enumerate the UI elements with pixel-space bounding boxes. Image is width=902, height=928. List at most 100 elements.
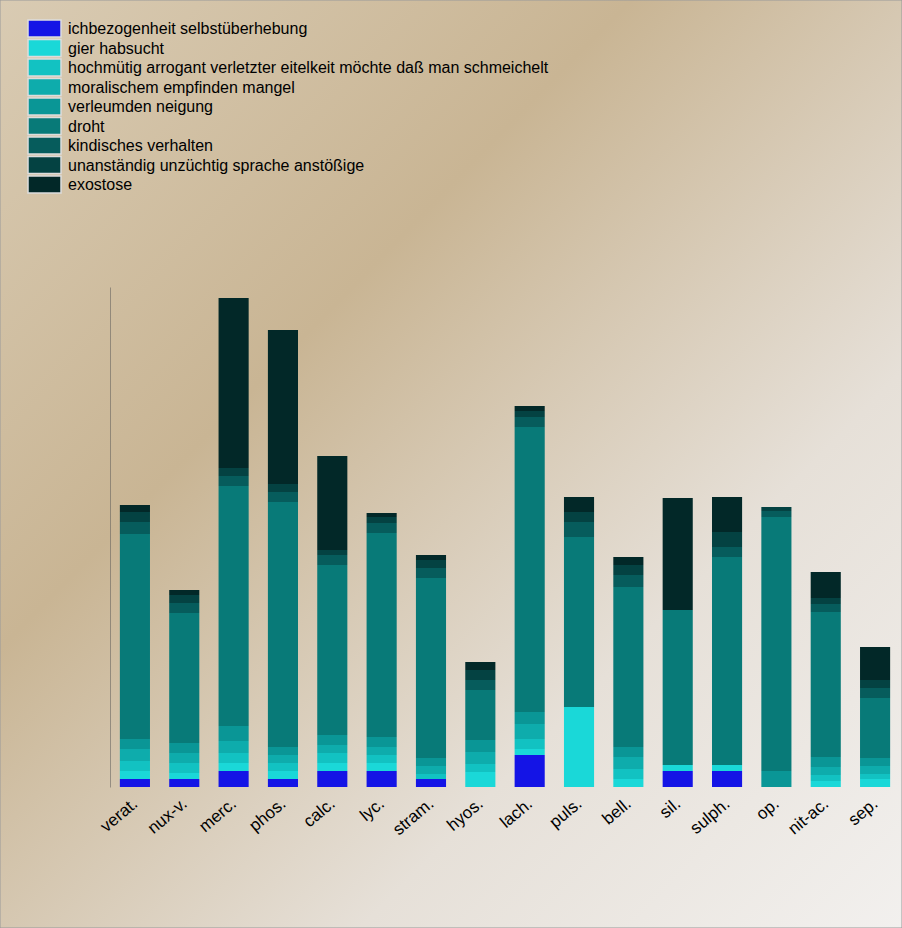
legend-swatch [28, 40, 61, 57]
bar-segment [416, 779, 446, 787]
legend-label: moralischem empfinden mangel [68, 79, 295, 96]
legend-item: exostose [28, 176, 132, 193]
bar-segment [860, 758, 890, 766]
legend-label: verleumden neigung [68, 98, 213, 115]
bar-segment [761, 511, 791, 517]
bar-segment [465, 690, 495, 740]
y-axis [110, 288, 111, 788]
bar-segment [268, 747, 298, 755]
bar-segment [515, 755, 545, 787]
x-tick: op. [752, 787, 782, 824]
x-tick: lach. [496, 787, 536, 832]
bar-segment [169, 779, 199, 787]
legend-swatch [28, 98, 61, 115]
legend-label: hochmütig arrogant verletzter eitelkeit … [68, 59, 549, 76]
frame [0, 0, 902, 928]
plot-area [120, 298, 890, 787]
bar-segment [416, 560, 446, 568]
legend-label: gier habsucht [68, 40, 165, 57]
legend-label: kindisches verhalten [68, 137, 213, 154]
bar-segment [712, 765, 742, 771]
legend-item: unanständig unzüchtig sprache anstößige [28, 157, 364, 174]
legend-swatch [28, 137, 61, 154]
bar-segment [515, 427, 545, 712]
bar-segment [219, 476, 249, 486]
bar-segment [811, 612, 841, 757]
bar-segment [317, 555, 347, 565]
x-tick-label: bell. [599, 794, 635, 829]
bar-segment [613, 779, 643, 787]
bar-segment [465, 662, 495, 670]
bar-segment [120, 522, 150, 534]
bar-segment [169, 753, 199, 763]
series-group [120, 298, 890, 680]
x-tick-label: sep. [845, 794, 882, 829]
bar-segment [663, 765, 693, 771]
x-tick-label: phos. [245, 794, 289, 835]
bar-segment [268, 771, 298, 779]
bar-segment [219, 741, 249, 753]
bar-segment [416, 555, 446, 560]
legend-swatch [28, 118, 61, 135]
bar-segment [811, 598, 841, 604]
x-tick: nit-ac. [784, 787, 832, 838]
x-tick: calc. [300, 787, 339, 831]
bar-segment [564, 537, 594, 707]
bar-segment [317, 735, 347, 745]
bar-segment [317, 753, 347, 763]
bar-segment [712, 532, 742, 547]
bar-segment [120, 749, 150, 761]
x-tick-label: lyc. [356, 794, 388, 825]
bar-segment [367, 737, 397, 747]
bar-segment [120, 512, 150, 522]
x-tick-label: nit-ac. [784, 794, 832, 838]
legend-item: droht [28, 118, 105, 135]
x-tick: puls. [546, 787, 586, 832]
bar-segment [169, 595, 199, 603]
bar-segment [367, 763, 397, 771]
legend-item: moralischem empfinden mangel [28, 79, 295, 96]
bar-segment [317, 565, 347, 735]
bar-segment [712, 547, 742, 557]
legend-label: unanständig unzüchtig sprache anstößige [68, 157, 364, 174]
legend-swatch [28, 59, 61, 76]
bar-segment [860, 766, 890, 774]
bar-segment [613, 575, 643, 587]
bar-segment [515, 411, 545, 417]
bar-segment [860, 647, 890, 680]
bar-segment [811, 572, 841, 598]
x-tick-label: calc. [300, 794, 339, 831]
legend-item: ichbezogenheit selbstüberhebung [28, 20, 307, 37]
x-tick-label: sil. [656, 794, 684, 822]
x-tick-label: lach. [496, 794, 536, 832]
bar-segment [120, 505, 150, 512]
x-tick: sep. [845, 787, 882, 829]
bar-segment [860, 774, 890, 779]
chart: verat.nux-v.merc.phos.calc.lyc.stram.hyo… [0, 0, 902, 928]
bar-segment [169, 763, 199, 773]
x-tick: merc. [195, 787, 240, 836]
x-tick: lyc. [356, 787, 388, 825]
bar-segment [515, 712, 545, 724]
bar-segment [663, 610, 693, 765]
bar-segment [416, 766, 446, 774]
bar-segment [367, 517, 397, 523]
x-axis: verat.nux-v.merc.phos.calc.lyc.stram.hyo… [97, 787, 882, 839]
bar-segment [268, 484, 298, 492]
bar-segment [811, 775, 841, 781]
legend-swatch [28, 176, 61, 193]
bar-segment [613, 769, 643, 779]
bar-segment [761, 507, 791, 511]
bar-segment [712, 771, 742, 787]
bar-segment [564, 497, 594, 512]
bar-segment [416, 774, 446, 779]
x-tick: stram. [389, 787, 437, 839]
legend: ichbezogenheit selbstüberhebung gier habs… [28, 20, 549, 193]
bar-segment [120, 779, 150, 787]
x-tick-label: merc. [195, 794, 240, 836]
bar-segment [317, 456, 347, 550]
legend-item: hochmütig arrogant verletzter eitelkeit … [28, 59, 549, 76]
bar-segment [860, 688, 890, 698]
bar-segment [515, 417, 545, 427]
bar-segment [219, 468, 249, 476]
